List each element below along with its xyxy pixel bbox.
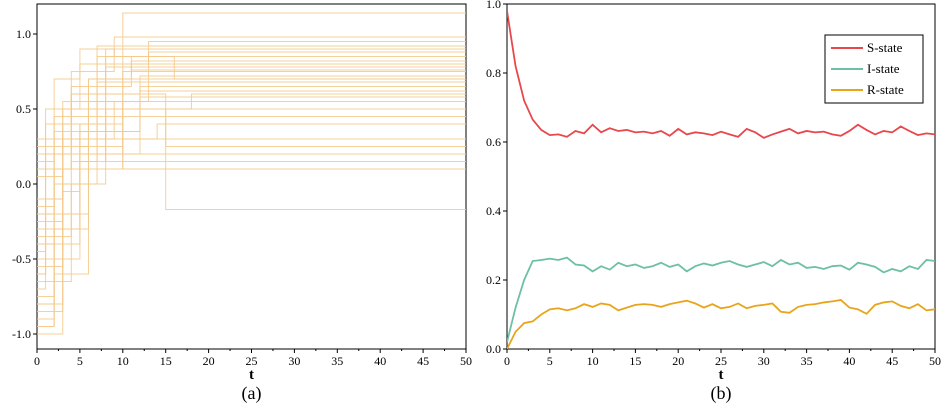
x-axis-title: t [719, 367, 724, 383]
trajectory-line-17 [37, 123, 466, 252]
x-tick-label: 35 [331, 354, 343, 368]
y-tick-label: 0.0 [486, 342, 501, 356]
y-tick-label: 0.8 [486, 66, 501, 80]
y-tick-label: 0.4 [486, 204, 501, 218]
trajectory-line-25 [37, 93, 466, 200]
y-tick-label: -1.0 [12, 327, 31, 341]
panel-b: 0 5 10 15 20 25 30 35 40 45 50 0.0 0.2 0.4 0.6 0.8 1.0 t(… [486, 0, 941, 404]
x-tick-label: 45 [886, 354, 898, 368]
plot-area [507, 10, 935, 349]
x-tick-label: 15 [160, 354, 172, 368]
panel-label: (b) [711, 383, 732, 404]
trajectory-line-30 [37, 45, 466, 215]
x-tick-label: 25 [246, 354, 258, 368]
x-axis-title: t [249, 367, 254, 383]
x-tick-label: 20 [672, 354, 684, 368]
x-tick-label: 40 [843, 354, 855, 368]
trajectory-line-8 [37, 56, 466, 170]
y-tick-label: 0.2 [486, 273, 501, 287]
panel-label: (a) [242, 383, 262, 404]
trajectory-line-26 [37, 78, 466, 275]
trajectory-line-22 [37, 138, 466, 327]
y-tick-label: -0.5 [12, 252, 31, 266]
trajectory-line-29 [37, 123, 466, 245]
panel-a: 0 5 10 15 20 25 30 35 40 45 50 -1.0 -0.5 0.0 0.5 1.0 t(a… [12, 3, 472, 404]
trajectory-line-23 [37, 51, 466, 237]
x-tick-label: 0 [34, 354, 40, 368]
legend-label: I-state [867, 61, 900, 76]
series-line-r-state [507, 299, 935, 349]
plot-area [37, 12, 466, 335]
y-tick-label: 0.5 [16, 102, 31, 116]
trajectory-line-1 [37, 71, 466, 327]
trajectory-line-5 [37, 116, 466, 245]
x-tick-label: 30 [288, 354, 300, 368]
trajectory-line-20 [37, 60, 466, 177]
x-tick-label: 50 [460, 354, 472, 368]
y-tick-label: 1.0 [16, 27, 31, 41]
x-tick-label: 0 [504, 354, 510, 368]
y-tick-label: 1.0 [486, 0, 501, 11]
trajectory-line-13 [37, 123, 466, 312]
trajectory-line-27 [37, 96, 466, 305]
trajectory-line-15 [37, 93, 466, 282]
plot-frame [36, 3, 467, 350]
trajectory-line-21 [37, 86, 466, 267]
x-tick-label: 10 [587, 354, 599, 368]
legend-label: R-state [867, 82, 904, 97]
series-line-i-state [507, 256, 935, 343]
trajectory-line-10 [37, 108, 466, 335]
x-tick-label: 5 [77, 354, 83, 368]
x-tick-label: 15 [629, 354, 641, 368]
legend: S-state I-state R-state [824, 34, 924, 104]
x-tick-label: 30 [758, 354, 770, 368]
y-tick-label: 0.6 [486, 135, 501, 149]
trajectory-line-24 [37, 36, 466, 162]
x-tick-label: 25 [715, 354, 727, 368]
x-tick-label: 50 [929, 354, 941, 368]
x-tick-label: 20 [203, 354, 215, 368]
trajectory-line-6 [37, 90, 466, 320]
x-tick-label: 40 [374, 354, 386, 368]
x-tick-label: 45 [417, 354, 429, 368]
x-tick-label: 10 [117, 354, 129, 368]
trajectory-line-12 [37, 41, 466, 155]
trajectory-line-7 [37, 101, 466, 290]
series-line-s-state [507, 10, 935, 139]
y-tick-label: 0.0 [16, 177, 31, 191]
x-tick-label: 35 [801, 354, 813, 368]
legend-label: S-state [867, 40, 903, 55]
trajectory-line-14 [37, 75, 466, 207]
x-tick-label: 5 [547, 354, 553, 368]
